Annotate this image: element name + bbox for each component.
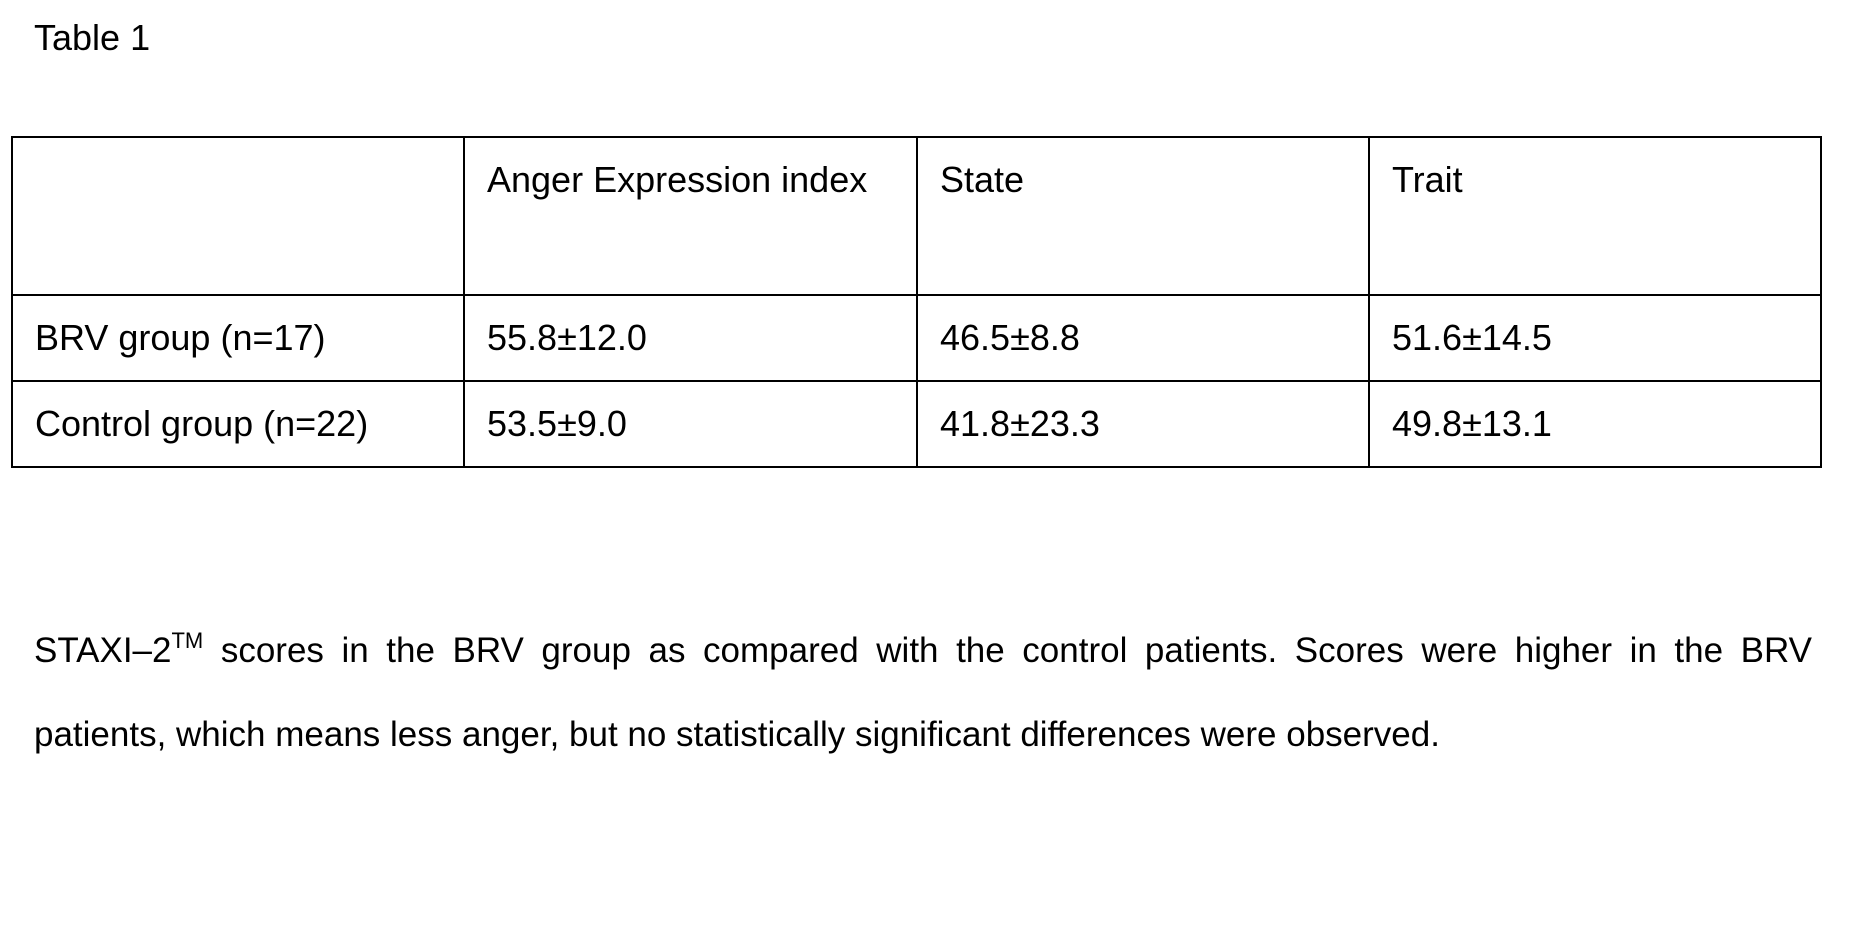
row-label: BRV group (n=17) — [11, 294, 465, 382]
trademark: TM — [171, 628, 204, 653]
cell: 49.8±13.1 — [1368, 380, 1822, 468]
caption: STAXI–2TM scores in the BRV group as com… — [34, 609, 1812, 777]
data-table: Anger Expression index State Trait BRV g… — [11, 136, 1822, 468]
row-label: Control group (n=22) — [11, 380, 465, 468]
header-cell: Anger Expression index — [463, 136, 918, 296]
table-title: Table 1 — [34, 17, 151, 58]
cell: 41.8±23.3 — [916, 380, 1370, 468]
table-row: Control group (n=22) 53.5±9.0 41.8±23.3 … — [11, 380, 1822, 468]
header-cell: State — [916, 136, 1370, 296]
cell: 46.5±8.8 — [916, 294, 1370, 382]
caption-lead: STAXI–2 — [34, 631, 172, 670]
header-row: Anger Expression index State Trait — [11, 136, 1822, 296]
cell: 53.5±9.0 — [463, 380, 918, 468]
caption-text: scores in the BRV group as compared with… — [34, 631, 1812, 754]
header-cell: Trait — [1368, 136, 1822, 296]
cell: 51.6±14.5 — [1368, 294, 1822, 382]
corner-cell — [11, 136, 465, 296]
table-row: BRV group (n=17) 55.8±12.0 46.5±8.8 51.6… — [11, 294, 1822, 382]
cell: 55.8±12.0 — [463, 294, 918, 382]
